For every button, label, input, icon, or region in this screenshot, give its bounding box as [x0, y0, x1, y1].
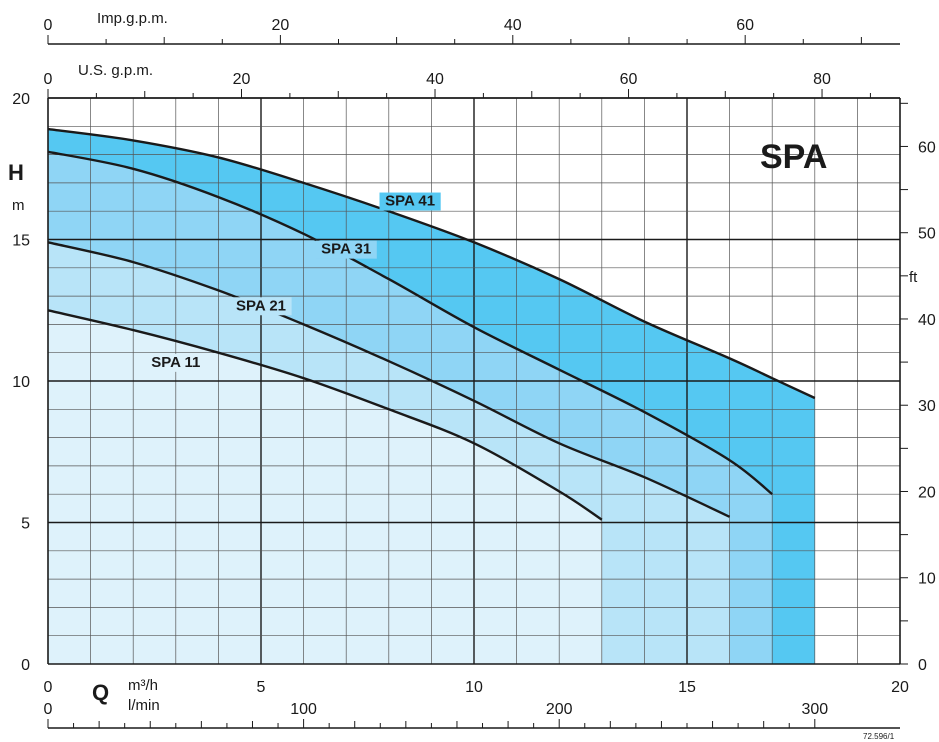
y-tick-label: 5: [21, 516, 30, 533]
x-axis-unit: m³/h: [128, 677, 158, 694]
curve-spa-11: [47, 309, 603, 521]
us-gpm-axis-tick-label: 20: [233, 71, 251, 88]
curve-label-spa-41: SPA 41: [385, 193, 435, 210]
curve-label-bg: [315, 240, 377, 259]
imp-gpm-axis-tick-label: 20: [271, 17, 289, 34]
drawing-code: 72.596/1: [863, 732, 895, 741]
y-tick-label: 15: [12, 233, 30, 250]
area-spa-11: [48, 310, 602, 664]
x-tick-label: 15: [678, 679, 696, 696]
l-min-axis-tick-label: 100: [290, 701, 317, 718]
us-gpm-axis-tick-label: 40: [426, 71, 444, 88]
curve-label-bg: [145, 353, 207, 372]
ft-axis-unit: ft: [909, 269, 918, 286]
imp-gpm-axis-tick-label: 0: [44, 17, 53, 34]
y-tick-label: 0: [21, 657, 30, 674]
performance-curves: SPA 41 SPA 31 SPA 21 SPA 11: [47, 127, 816, 521]
chart-title: SPA: [760, 138, 827, 176]
x-axis-symbol: Q: [92, 680, 109, 705]
l-min-axis-tick-label: 0: [44, 701, 53, 718]
ft-axis-tick-label: 10: [918, 571, 936, 588]
x-tick-label: 10: [465, 679, 483, 696]
ft-axis-tick-label: 0: [918, 657, 927, 674]
curve-label-spa-31: SPA 31: [321, 241, 371, 258]
ft-axis-tick-label: 50: [918, 226, 936, 243]
curve-label-bg: [230, 297, 292, 316]
curve-label-spa-21: SPA 21: [236, 297, 286, 314]
x-tick-label: 5: [257, 679, 266, 696]
y-axis-symbol: H: [8, 160, 24, 185]
curve-label-spa-11: SPA 11: [151, 354, 200, 371]
curve-label-bg: [379, 192, 441, 211]
ft-axis-tick-label: 20: [918, 484, 936, 501]
x-tick-label: 20: [891, 679, 909, 696]
imp-gpm-axis-unit: Imp.g.p.m.: [97, 10, 168, 27]
imp-gpm-axis-tick-label: 40: [504, 17, 522, 34]
l-min-axis-unit: l/min: [128, 697, 160, 714]
ft-axis-tick-label: 60: [918, 139, 936, 156]
us-gpm-axis-tick-label: 60: [620, 71, 638, 88]
y-axis-unit: m: [12, 197, 25, 214]
us-gpm-axis-tick-label: 80: [813, 71, 831, 88]
l-min-axis-tick-label: 300: [801, 701, 828, 718]
x-tick-label: 0: [44, 679, 53, 696]
curve-spa-21: [47, 241, 731, 518]
imp-gpm-axis-tick-label: 60: [736, 17, 754, 34]
us-gpm-axis-unit: U.S. g.p.m.: [78, 62, 153, 79]
ft-axis-tick-label: 40: [918, 312, 936, 329]
y-tick-label: 20: [12, 91, 30, 108]
l-min-axis-tick-label: 200: [546, 701, 573, 718]
curve-spa-31: [47, 150, 773, 496]
curve-spa-41: [47, 127, 816, 400]
y-tick-label: 10: [12, 374, 30, 391]
us-gpm-axis-tick-label: 0: [44, 71, 53, 88]
ft-axis-tick-label: 30: [918, 398, 936, 415]
